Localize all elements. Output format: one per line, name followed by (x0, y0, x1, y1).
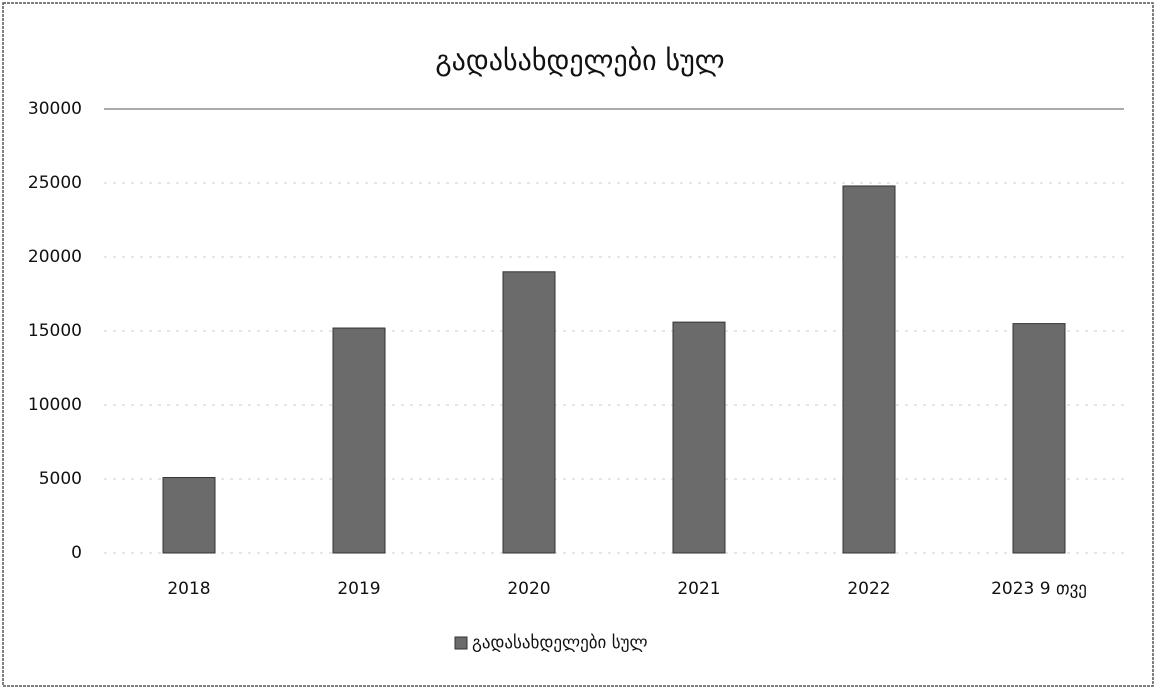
x-tick-label: 2019 (337, 579, 380, 599)
bar (162, 477, 216, 554)
x-tick-label: 2018 (167, 579, 210, 599)
y-tick-label: 15000 (28, 321, 82, 341)
legend-swatch (454, 636, 468, 650)
chart-title: გადასახდელები სულ (435, 44, 724, 77)
bar (672, 321, 726, 554)
bar (842, 185, 896, 554)
x-tick-label: 2021 (677, 579, 720, 599)
x-tick-label: 2020 (507, 579, 550, 599)
bar (502, 271, 556, 554)
y-tick-label: 5000 (39, 469, 82, 489)
x-tick-label: 2022 (847, 579, 890, 599)
bar (332, 327, 386, 554)
bar (1012, 323, 1066, 554)
x-tick-label: 2023 9 თვე (991, 579, 1087, 599)
y-tick-label: 0 (71, 543, 82, 563)
y-tick-label: 30000 (28, 99, 82, 119)
y-tick-label: 25000 (28, 173, 82, 193)
y-tick-label: 10000 (28, 395, 82, 415)
legend-label: გადასახდელები სულ (472, 633, 648, 653)
y-tick-label: 20000 (28, 247, 82, 267)
